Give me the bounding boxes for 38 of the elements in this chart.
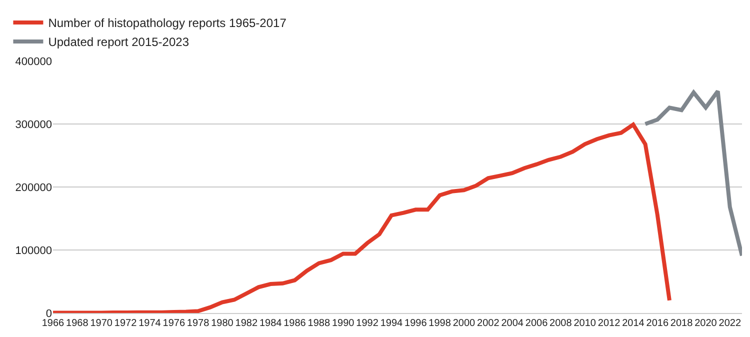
x-tick-label: 2014 <box>622 318 645 329</box>
line-series <box>643 89 742 258</box>
x-tick-label: 2016 <box>646 318 669 329</box>
x-tick-label: 1988 <box>308 318 330 329</box>
x-tick-label: 2000 <box>452 318 476 329</box>
x-tick-label: 1986 <box>284 318 306 329</box>
legend-label: Updated report 2015-2023 <box>48 35 190 50</box>
x-tick-label: 1978 <box>186 318 210 329</box>
x-tick-label: 2012 <box>598 318 621 329</box>
x-tick-label: 1970 <box>90 318 113 329</box>
x-tick-label: 1976 <box>162 318 186 329</box>
x-tick-label: 2018 <box>670 318 694 329</box>
x-tick-label: 1984 <box>259 318 282 329</box>
y-tick-label: 0 <box>46 308 52 320</box>
y-tick-label: 400000 <box>15 56 52 68</box>
y-tick-label: 300000 <box>15 118 52 131</box>
x-tick-label: 2022 <box>718 318 742 329</box>
legend-label: Number of histopathology reports 1965-2017 <box>48 16 287 30</box>
x-tick-label: 1996 <box>404 318 428 329</box>
x-tick-label: 2002 <box>477 318 500 329</box>
x-tick-label: 2006 <box>525 318 548 329</box>
x-tick-label: 1968 <box>66 318 89 329</box>
line-series <box>53 122 672 313</box>
y-tick-label: 100000 <box>15 244 52 257</box>
x-tick-label: 1972 <box>114 318 138 329</box>
x-tick-label: 1994 <box>380 318 404 329</box>
y-tick-label: 200000 <box>15 182 52 194</box>
x-tick-label: 1966 <box>42 318 65 329</box>
x-tick-label: 1998 <box>428 318 452 329</box>
x-tick-label: 1990 <box>332 318 355 329</box>
x-tick-label: 2004 <box>501 318 524 329</box>
x-tick-label: 1974 <box>138 318 162 329</box>
x-tick-label: 2020 <box>694 318 718 329</box>
x-tick-label: 1982 <box>235 318 258 329</box>
x-tick-label: 1992 <box>356 318 379 329</box>
x-tick-label: 1980 <box>211 318 234 329</box>
x-tick-label: 2010 <box>574 318 596 329</box>
x-tick-label: 2008 <box>550 318 572 329</box>
